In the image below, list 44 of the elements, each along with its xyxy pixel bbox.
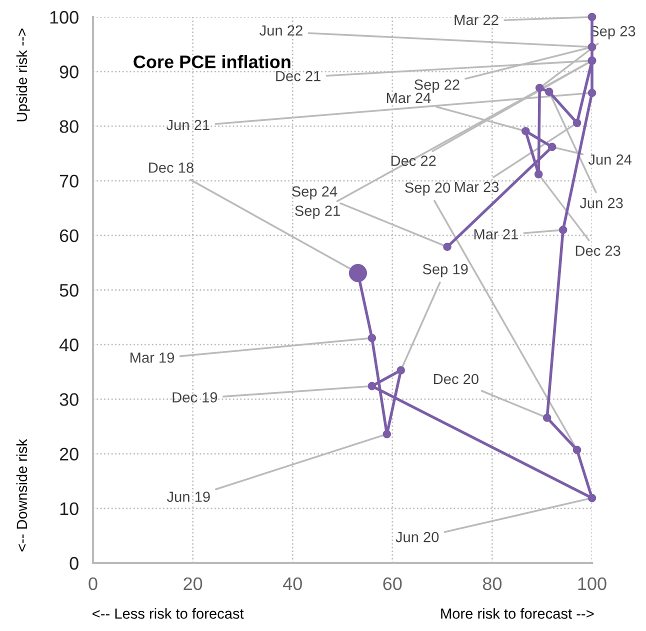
annotation: Mar 24	[387, 92, 431, 104]
annotation: Sep 20	[405, 182, 450, 196]
annotation: Mar 23	[455, 182, 499, 192]
annotation: Dec 21	[276, 70, 320, 82]
y-tick-label: 10	[60, 502, 78, 516]
y-tick-label: 80	[60, 120, 78, 133]
annotation: Jun 23	[580, 198, 623, 208]
annotation: Mar 19	[130, 352, 174, 363]
x-tick-label: 100	[578, 577, 606, 590]
y-tick-label: 20	[60, 448, 78, 461]
annotation: Mar 21	[474, 229, 518, 240]
y-tick-label: 70	[60, 174, 78, 188]
x-tick-label: 20	[184, 577, 202, 590]
annotation: Sep 21	[295, 206, 340, 219]
annotation: Jun 22	[260, 25, 302, 36]
annotation: Jun 24	[588, 154, 632, 165]
annotation: Jun 19	[166, 492, 210, 502]
annotation: Jun 21	[166, 120, 210, 130]
annotation: Jun 20	[396, 532, 439, 542]
text: Upside risk -->	[16, 28, 30, 122]
y-tick-label: 60	[60, 229, 78, 242]
y-tick-label: 90	[60, 66, 78, 78]
annotation: Dec 22	[391, 156, 436, 166]
text: More risk to forecast -->	[441, 608, 594, 619]
text: Core PCE inflation	[134, 54, 290, 68]
annotation: Dec 18	[149, 162, 194, 173]
y-tick-label: 100	[50, 10, 78, 24]
text: <-- Less risk to forecast	[92, 608, 244, 619]
annotation: Dec 20	[434, 374, 478, 384]
y-tick-label: 0	[70, 556, 78, 570]
y-tick-label: 50	[60, 284, 78, 297]
text: <-- Downside risk	[16, 439, 28, 552]
x-tick-label: 0	[88, 577, 98, 590]
annotation: Dec 23	[576, 246, 620, 256]
annotation: Sep 19	[422, 264, 468, 278]
x-tick-label: 40	[282, 577, 302, 590]
annotation: Sep 24	[292, 186, 338, 200]
x-tick-label: 80	[482, 577, 502, 590]
annotation: Mar 22	[454, 14, 498, 26]
y-tick-label: 30	[60, 393, 78, 406]
x-tick-label: 60	[383, 577, 402, 590]
y-tick-label: 40	[59, 338, 78, 352]
annotation: Sep 22	[414, 80, 460, 93]
annotation: Dec 19	[172, 392, 218, 403]
